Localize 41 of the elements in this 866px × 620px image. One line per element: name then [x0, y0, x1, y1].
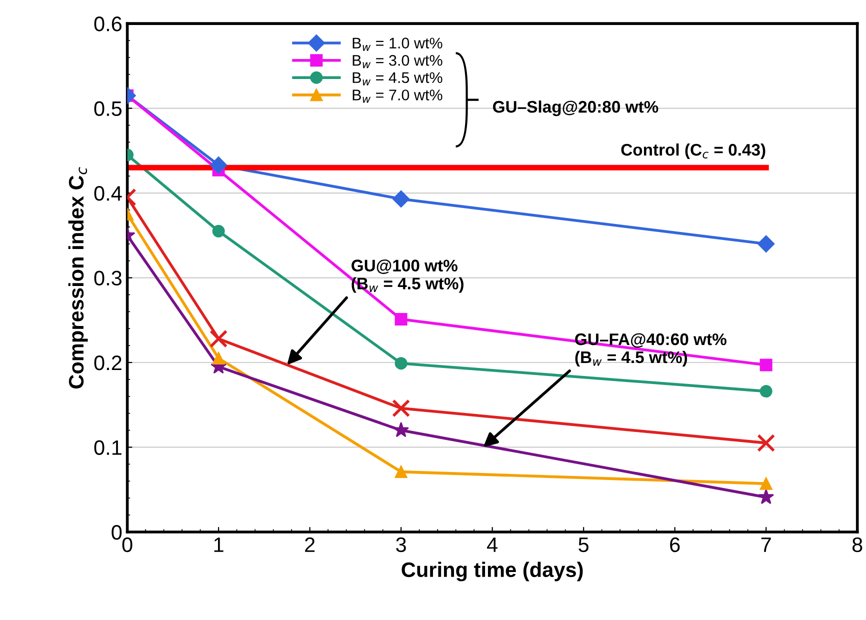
point [392, 399, 410, 418]
y-tick-label: 0.1 [94, 440, 122, 455]
y-tick-label: 0 [112, 524, 122, 540]
y-tick-label: 0.3 [94, 270, 122, 286]
point [394, 313, 408, 326]
x-tick-label: 0 [122, 537, 132, 552]
legend-label: B$_{w}$ = 7.0 wt% [352, 90, 442, 103]
point [757, 434, 776, 452]
annotation: GU–FA@40:60 wt% (B$_{w}$ = 4.5 wt%) [575, 333, 726, 366]
point [212, 352, 225, 365]
x-tick-label: 8 [852, 537, 862, 552]
point [760, 477, 772, 490]
legend-label: B$_{w}$ = 4.5 wt% [352, 72, 442, 86]
point [394, 466, 408, 478]
point [758, 235, 775, 252]
point [760, 358, 772, 372]
x-axis-title: Curing time (days) [402, 562, 583, 582]
point [210, 156, 228, 174]
y-tick-label: 0.6 [94, 16, 122, 32]
y-tick-label: 0.5 [94, 101, 122, 116]
x-tick-label: 4 [487, 538, 498, 552]
y-axis-title: Compression index C$_{c}$ [68, 167, 88, 388]
x-tick-label: 7 [761, 538, 771, 552]
point [210, 330, 228, 348]
point [758, 488, 774, 504]
y-tick-label: 0.4 [94, 186, 122, 201]
point [394, 357, 408, 370]
point [393, 422, 410, 438]
x-tick-label: 3 [396, 537, 406, 552]
point [760, 385, 772, 398]
ref-line-label: Control (C$_{c}$ = 0.43) [621, 143, 766, 160]
point [392, 190, 410, 208]
legend-label: B$_{w}$ = 3.0 wt% [352, 54, 442, 68]
legend-label: B$_{w}$ = 1.0 wt% [352, 38, 442, 51]
point [212, 224, 225, 238]
x-tick-label: 2 [305, 537, 315, 552]
x-tick-label: 5 [578, 538, 588, 552]
y-tick-label: 0.2 [94, 355, 122, 370]
x-tick-label: 6 [670, 537, 680, 552]
x-tick-label: 1 [214, 538, 224, 552]
annotation: GU–Slag@20:80 wt% [493, 100, 658, 116]
